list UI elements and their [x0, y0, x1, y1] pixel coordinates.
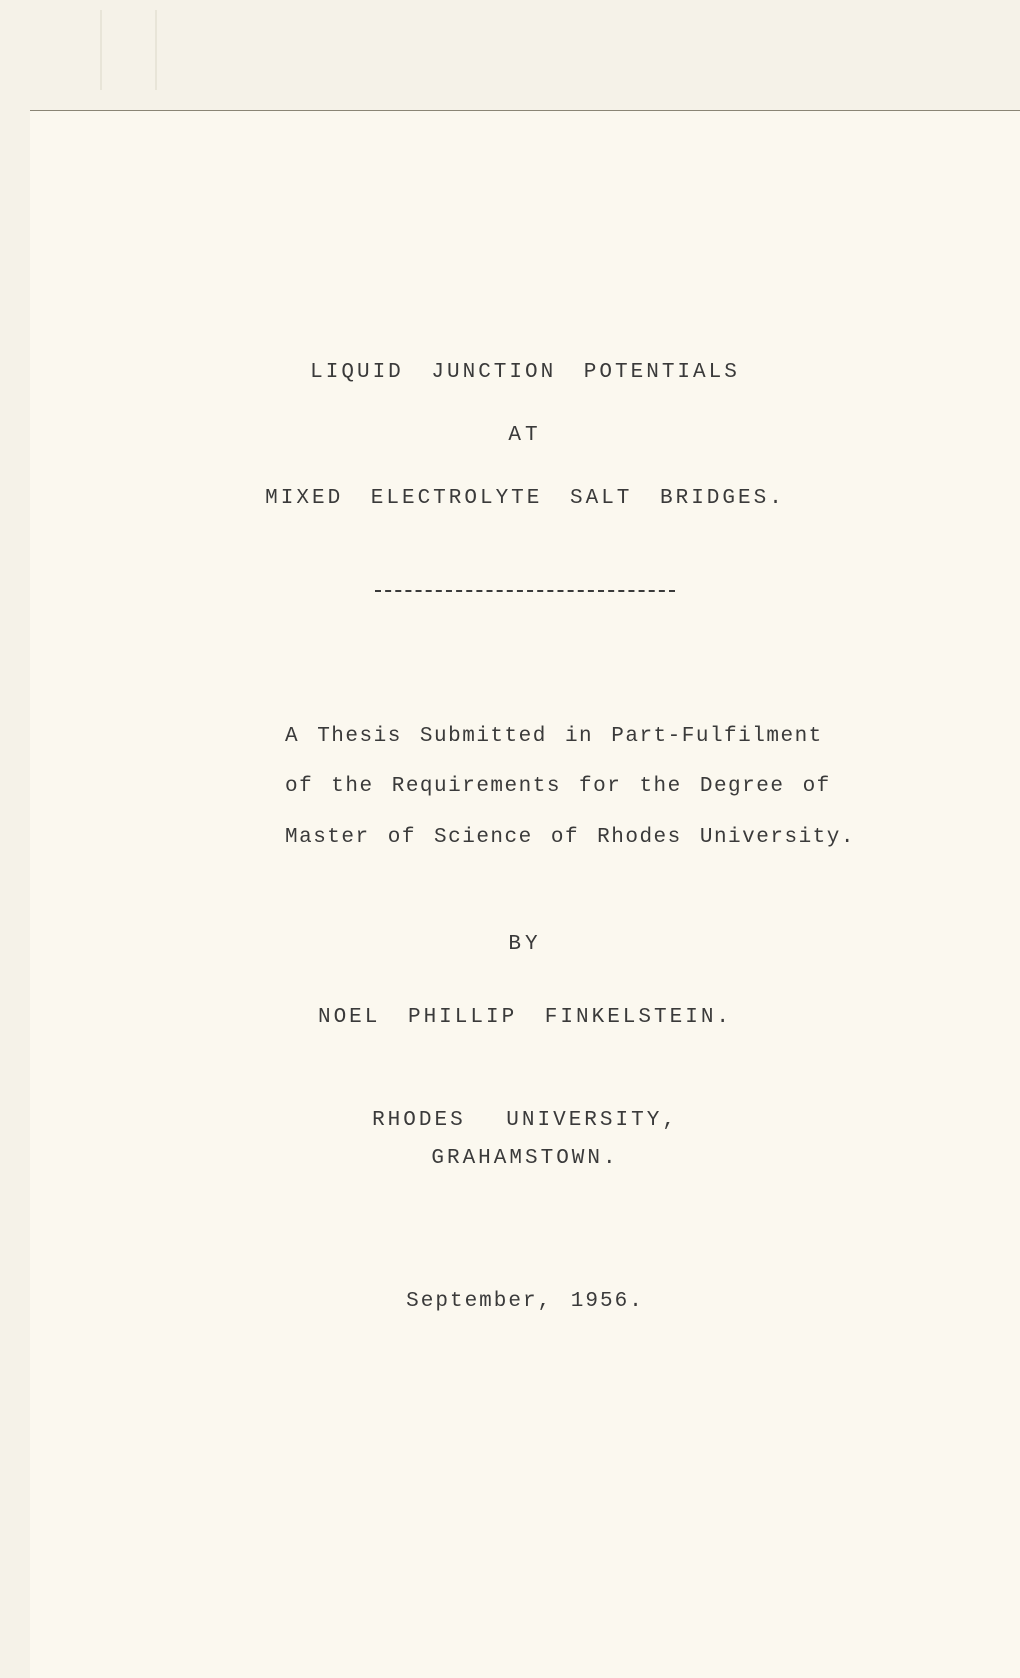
punch-hole [100, 10, 102, 90]
description-line-3: Master of Science of Rhodes University. [30, 813, 1020, 863]
page-content: LIQUID JUNCTION POTENTIALS AT MIXED ELEC… [30, 361, 1020, 1313]
section-divider [375, 590, 675, 592]
title-connector-at: AT [30, 424, 1020, 447]
thesis-title-line-2: MIXED ELECTROLYTE SALT BRIDGES. [30, 487, 1020, 510]
by-label: BY [30, 933, 1020, 956]
institution-name: RHODES UNIVERSITY, [30, 1109, 1020, 1132]
description-line-2: of the Requirements for the Degree of [30, 762, 1020, 812]
punch-hole [155, 10, 157, 90]
description-line-1: A Thesis Submitted in Part-Fulfilment [30, 712, 1020, 762]
punch-holes [0, 0, 200, 110]
location-name: GRAHAMSTOWN. [30, 1147, 1020, 1170]
thesis-title-line-1: LIQUID JUNCTION POTENTIALS [30, 361, 1020, 384]
author-name: NOEL PHILLIP FINKELSTEIN. [30, 1006, 1020, 1029]
thesis-description: A Thesis Submitted in Part-Fulfilment of… [30, 712, 1020, 863]
thesis-title-page: LIQUID JUNCTION POTENTIALS AT MIXED ELEC… [30, 110, 1020, 1678]
submission-date: September, 1956. [30, 1290, 1020, 1313]
